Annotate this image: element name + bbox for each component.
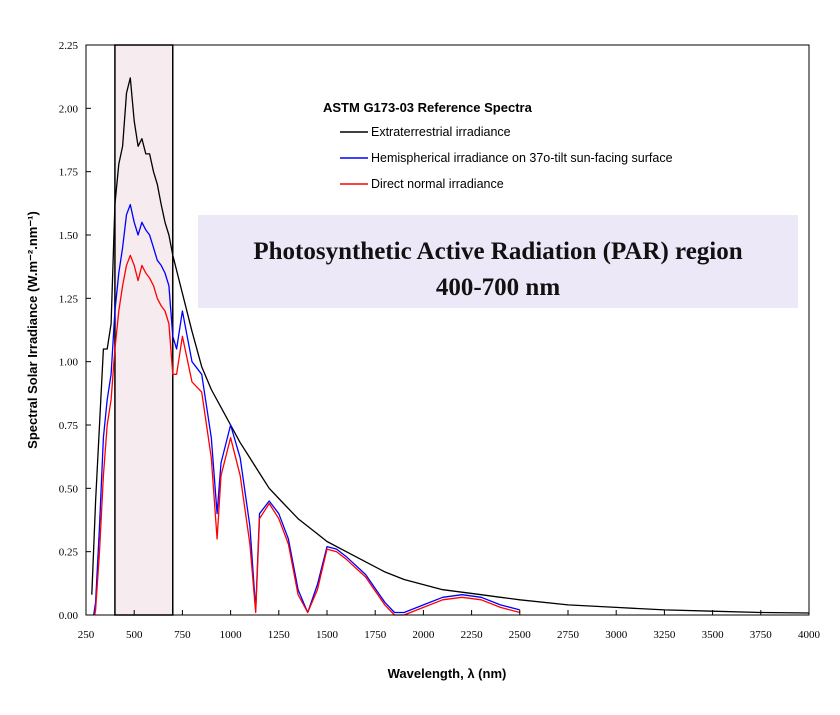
x-axis-label: Wavelength, λ (nm) (388, 666, 507, 681)
y-tick-label: 1.25 (59, 293, 79, 305)
y-tick-label: 0.00 (59, 610, 79, 622)
x-tick-label: 3250 (653, 629, 676, 641)
series-line-2 (94, 254, 520, 616)
legend-label-2: Direct normal irradiance (371, 177, 504, 191)
axes-frame (85, 44, 810, 616)
par-annotation-line2: 400-700 nm (436, 274, 560, 301)
y-tick-label: 1.00 (59, 357, 79, 369)
x-tick-label: 4000 (798, 629, 821, 641)
x-tick-label: 2500 (509, 629, 532, 641)
legend-label-0: Extraterrestrial irradiance (371, 125, 511, 139)
x-tick-label: 1000 (220, 629, 243, 641)
y-tick-label: 0.75 (59, 420, 79, 432)
x-tick-label: 1500 (316, 629, 339, 641)
x-tick-label: 2750 (557, 629, 580, 641)
x-tick-label: 3500 (702, 629, 725, 641)
legend-label-1: Hemispherical irradiance on 37o-tilt sun… (371, 151, 673, 165)
x-tick-label: 2250 (461, 629, 484, 641)
par-band-rect (114, 44, 174, 616)
y-tick-label: 0.50 (59, 483, 79, 495)
y-tick-label: 1.50 (59, 230, 79, 242)
legend-title: ASTM G173-03 Reference Spectra (323, 100, 533, 115)
x-tick-label: 1750 (364, 629, 387, 641)
x-tick-label: 3000 (605, 629, 628, 641)
x-axis-ticks: 250 500 750 1000 1250 1500 1750 2000 2250 2500 275… (78, 610, 821, 641)
y-axis-ticks: 0.00 0.25 0.50 0.75 1.00 1.25 1.50 1.75 2.00 2.25 (59, 40, 91, 622)
series-layer (91, 77, 810, 616)
y-tick-label: 2.25 (59, 40, 79, 52)
par-annotation-box (198, 215, 798, 308)
legend: ASTM G173-03 Reference Spectra Extraterr… (323, 100, 673, 191)
plot-frame (86, 45, 809, 615)
y-tick-label: 2.00 (59, 103, 79, 115)
x-tick-label: 250 (78, 629, 95, 641)
axes (85, 44, 810, 616)
y-tick-label: 1.75 (59, 167, 79, 179)
par-highlight-band (114, 44, 174, 616)
par-annotation-line1: Photosynthetic Active Radiation (PAR) re… (253, 238, 742, 265)
series-line-0 (91, 77, 810, 614)
x-tick-label: 3750 (750, 629, 773, 641)
plot-area (86, 45, 809, 615)
x-tick-label: 500 (126, 629, 143, 641)
x-tick-label: 750 (174, 629, 191, 641)
x-tick-label: 1250 (268, 629, 291, 641)
x-tick-label: 2000 (412, 629, 435, 641)
y-tick-label: 0.25 (59, 547, 79, 559)
series-line-1 (93, 203, 520, 616)
y-axis-label: Spectral Solar Irradiance (W.m⁻².nm⁻¹) (25, 211, 40, 449)
